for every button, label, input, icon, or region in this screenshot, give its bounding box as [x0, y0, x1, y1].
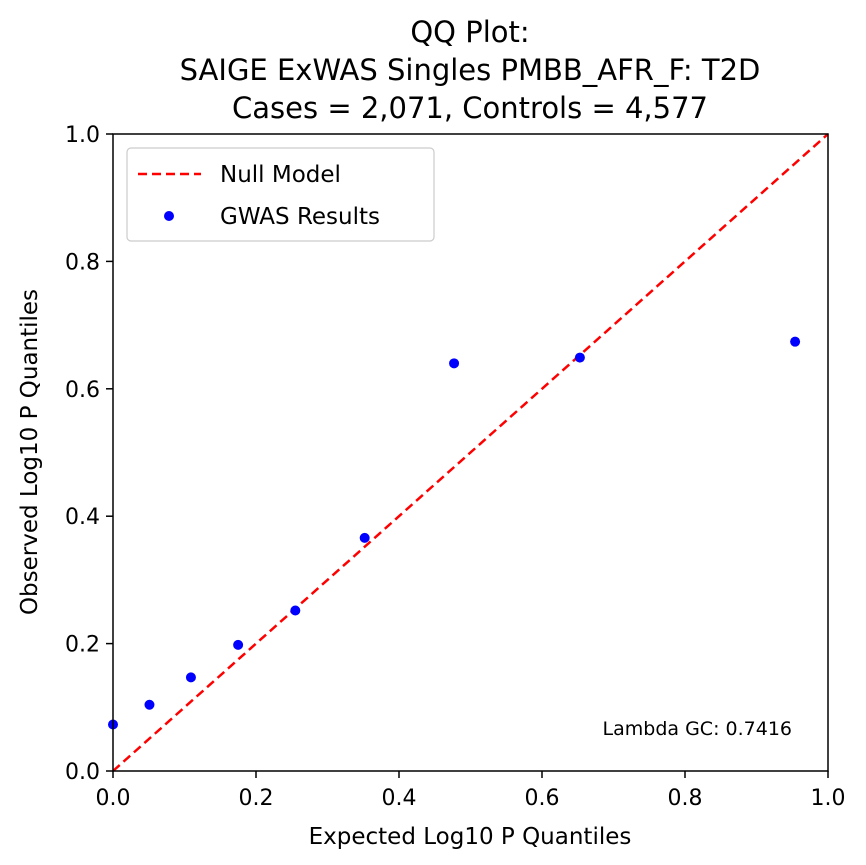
y-tick-label: 0.6 — [65, 378, 100, 403]
plot-area — [108, 133, 829, 772]
y-tick-label: 0.4 — [65, 505, 100, 530]
null-model-line — [112, 133, 829, 772]
legend-gwas-swatch — [164, 211, 174, 221]
title-line-3: Cases = 2,071, Controls = 4,577 — [232, 91, 708, 125]
gwas-point — [790, 336, 801, 347]
gwas-point — [290, 605, 301, 616]
gwas-point — [144, 699, 155, 710]
gwas-point — [574, 352, 585, 363]
x-axis-ticks: 0.0 0.2 0.4 0.6 0.8 1.0 — [96, 771, 846, 811]
legend-gwas-label: GWAS Results — [220, 204, 380, 230]
y-tick-label: 0.2 — [65, 633, 100, 658]
y-tick-label: 0.0 — [65, 760, 100, 785]
gwas-points — [108, 336, 801, 730]
title-line-2: SAIGE ExWAS Singles PMBB_AFR_F: T2D — [180, 53, 761, 87]
x-tick-label: 0.6 — [525, 786, 560, 811]
gwas-point — [449, 358, 460, 369]
gwas-point — [185, 672, 196, 683]
legend-null-model-label: Null Model — [220, 162, 341, 188]
y-tick-label: 1.0 — [65, 123, 100, 148]
y-tick-label: 0.8 — [65, 250, 100, 275]
y-axis-label: Observed Log10 P Quantiles — [17, 289, 43, 615]
gwas-point — [359, 532, 370, 543]
x-tick-label: 1.0 — [811, 786, 846, 811]
legend: Null Model GWAS Results — [126, 147, 435, 242]
x-tick-label: 0.0 — [96, 786, 131, 811]
title-line-1: QQ Plot: — [410, 15, 529, 49]
x-tick-label: 0.2 — [239, 786, 274, 811]
x-tick-label: 0.8 — [668, 786, 703, 811]
plot-frame — [112, 133, 829, 772]
x-tick-label: 0.4 — [382, 786, 417, 811]
x-axis-label: Expected Log10 P Quantiles — [309, 824, 632, 850]
legend-box — [126, 147, 435, 242]
gwas-point — [233, 639, 244, 650]
chart-title: QQ Plot: SAIGE ExWAS Singles PMBB_AFR_F:… — [180, 15, 761, 125]
y-axis-ticks: 0.0 0.2 0.4 0.6 0.8 1.0 — [65, 123, 113, 785]
lambda-gc-annotation: Lambda GC: 0.7416 — [603, 718, 792, 740]
